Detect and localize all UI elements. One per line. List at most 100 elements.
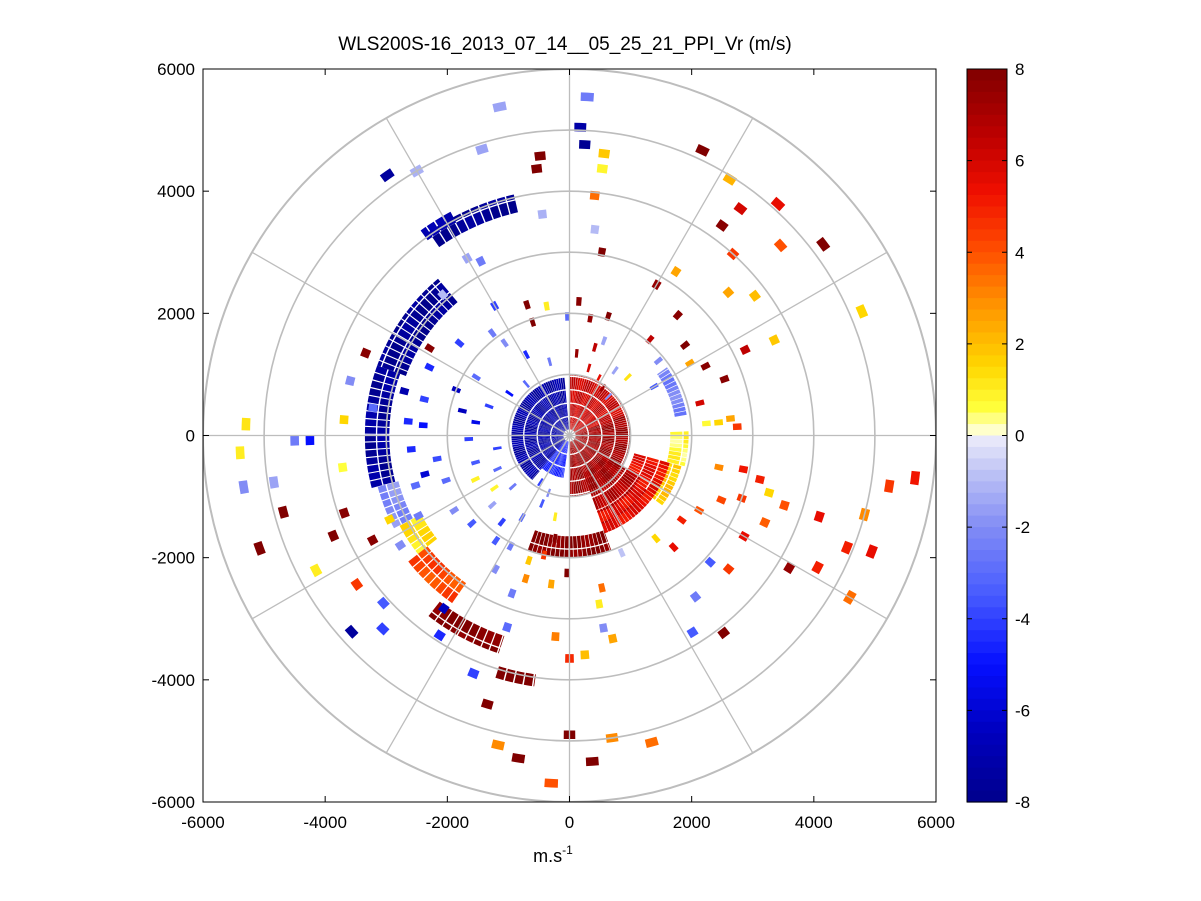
velocity-cell — [669, 443, 683, 448]
velocity-block — [418, 422, 428, 429]
velocity-block — [544, 778, 559, 788]
velocity-cell — [627, 489, 639, 500]
velocity-cell — [540, 400, 550, 411]
velocity-cell — [595, 455, 606, 465]
velocity-cell — [530, 411, 542, 419]
velocity-cell — [550, 409, 559, 420]
colorbar-segment — [967, 103, 1007, 116]
velocity-cell — [629, 505, 639, 516]
velocity-block — [668, 542, 679, 553]
velocity-cell — [570, 441, 573, 454]
velocity-cell — [527, 417, 540, 424]
velocity-block — [399, 386, 410, 396]
velocity-cell — [611, 518, 619, 529]
velocity-cell — [612, 451, 625, 458]
velocity-cell — [551, 409, 559, 420]
velocity-cell — [384, 355, 398, 367]
colorbar-segment — [967, 389, 1007, 402]
velocity-cell — [604, 465, 615, 475]
colorbar-tick-label: 6 — [1015, 152, 1024, 171]
velocity-cell — [586, 420, 598, 427]
velocity-cell — [655, 470, 666, 478]
velocity-cell — [573, 440, 582, 450]
velocity-cell — [598, 414, 610, 421]
colorbar-segment — [967, 756, 1007, 769]
velocity-cell — [594, 496, 602, 509]
velocity-cell — [570, 390, 573, 403]
velocity-cell — [602, 428, 615, 432]
velocity-cell — [365, 449, 377, 458]
velocity-cell — [654, 474, 665, 481]
velocity-cell — [534, 388, 543, 399]
velocity-cell — [581, 450, 590, 461]
velocity-cell — [584, 464, 591, 476]
velocity-cell — [588, 437, 601, 439]
velocity-cell — [608, 459, 620, 468]
velocity-block — [617, 547, 626, 558]
velocity-cell — [525, 395, 536, 405]
velocity-cell — [381, 362, 395, 372]
velocity-cell — [557, 467, 562, 477]
velocity-block — [773, 238, 788, 253]
velocity-cell — [476, 626, 488, 641]
velocity-cell — [597, 510, 604, 523]
chart-title: WLS200S-16_2013_07_14__05_25_21_PPI_Vr (… — [338, 34, 792, 55]
velocity-cell — [524, 437, 537, 440]
velocity-cell — [562, 454, 566, 467]
velocity-cell — [529, 469, 539, 480]
velocity-cell — [640, 471, 653, 480]
velocity-cell — [483, 630, 495, 644]
velocity-block — [714, 463, 724, 472]
velocity-cell — [573, 454, 577, 467]
velocity-cell — [512, 425, 524, 429]
velocity-cell — [574, 439, 585, 447]
velocity-cell — [586, 463, 594, 475]
velocity-cell — [557, 440, 566, 450]
velocity-cell — [585, 478, 592, 491]
velocity-cell — [605, 506, 614, 519]
velocity-cell — [587, 423, 600, 429]
colorbar-segment — [967, 378, 1007, 391]
velocity-cell — [570, 441, 574, 454]
velocity-cell — [379, 491, 390, 501]
velocity-cell — [606, 400, 618, 409]
velocity-cell — [573, 549, 578, 558]
velocity-cell — [589, 461, 598, 472]
velocity-cell — [578, 392, 583, 404]
velocity-cell — [511, 437, 524, 441]
velocity-cell — [533, 407, 544, 416]
velocity-cell — [588, 398, 597, 410]
velocity-cell — [564, 454, 567, 467]
velocity-block — [739, 344, 751, 355]
velocity-cell — [534, 405, 545, 415]
colorbar-segment — [967, 721, 1007, 734]
velocity-cell — [601, 443, 614, 448]
velocity-cell — [565, 417, 569, 430]
velocity-cell — [596, 409, 608, 418]
velocity-cell — [575, 436, 588, 441]
y-tick-label: 6000 — [157, 60, 195, 79]
velocity-cell — [588, 440, 600, 445]
velocity-cell — [527, 394, 537, 404]
colorbar-segment — [967, 710, 1007, 723]
velocity-cell — [582, 449, 592, 460]
colorbar-ticks: 8 6 4 2 0 -2 -4 -6 -8 — [967, 60, 1030, 812]
velocity-cell — [551, 433, 564, 435]
velocity-cell — [367, 395, 380, 405]
velocity-block — [595, 599, 604, 609]
velocity-cell — [635, 479, 648, 489]
velocity-cell — [513, 418, 526, 424]
velocity-cell — [580, 408, 588, 420]
velocity-cell — [596, 472, 605, 484]
velocity-block — [704, 556, 716, 568]
x-axis-label: m.s-1 — [533, 843, 573, 866]
velocity-cell — [679, 461, 686, 467]
velocity-block — [522, 350, 530, 360]
velocity-cell — [364, 434, 376, 442]
colorbar-segment — [967, 664, 1007, 677]
velocity-cell — [599, 415, 611, 422]
velocity-cell — [575, 431, 588, 435]
velocity-cell — [534, 455, 545, 465]
velocity-cell — [552, 427, 564, 433]
velocity-cell — [659, 460, 670, 467]
